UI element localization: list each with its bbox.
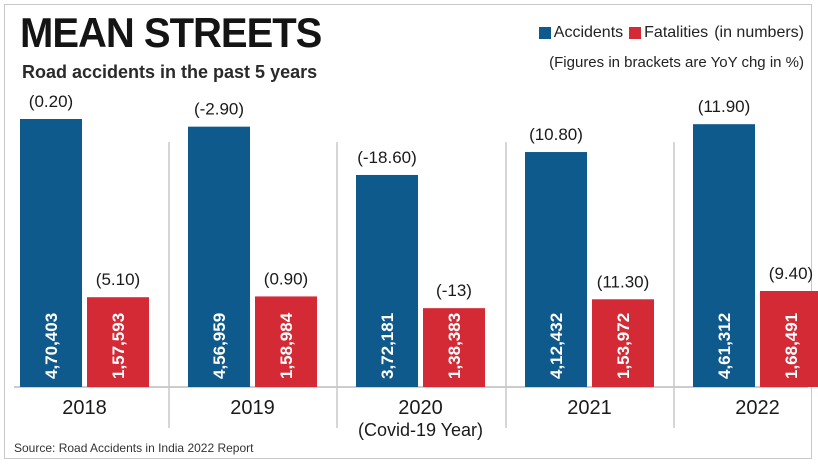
- legend-item-accidents: Accidents: [538, 24, 624, 42]
- value-label-fatalities-2019: 1,58,984: [277, 312, 296, 379]
- change-label-fatalities-2021: (11.30): [597, 272, 650, 291]
- change-label-fatalities-2019: (0.90): [264, 269, 308, 288]
- change-label-fatalities-2020: (-13): [436, 281, 472, 300]
- change-label-fatalities-2018: (5.10): [96, 270, 140, 289]
- legend-note: (Figures in brackets are YoY chg in %): [549, 54, 804, 71]
- value-label-accidents-2022: 4,61,312: [715, 313, 734, 379]
- change-label-accidents-2019: (-2.90): [194, 100, 244, 119]
- bar-accidents-2022: [693, 124, 755, 388]
- chart-subtitle: Road accidents in the past 5 years: [22, 62, 318, 82]
- legend-label-fatalities: Fatalities: [644, 24, 709, 41]
- bar-accidents-2019: [188, 126, 250, 388]
- bar-accidents-2018: [20, 119, 82, 387]
- value-label-accidents-2020: 3,72,181: [378, 313, 397, 379]
- category-label-2018: 2018: [62, 397, 107, 419]
- value-label-fatalities-2021: 1,53,972: [614, 313, 633, 379]
- source-note: Source: Road Accidents in India 2022 Rep…: [14, 441, 254, 455]
- value-label-fatalities-2018: 1,57,593: [109, 313, 128, 379]
- value-label-accidents-2018: 4,70,403: [42, 313, 61, 379]
- value-label-fatalities-2020: 1,38,383: [445, 313, 464, 379]
- category-label-2019: 2019: [230, 397, 275, 419]
- value-label-accidents-2019: 4,56,959: [210, 313, 229, 379]
- legend-item-fatalities: Fatalities: [629, 24, 708, 42]
- change-label-accidents-2021: (10.80): [529, 125, 583, 144]
- bar-fatalities-2021: [592, 299, 654, 387]
- value-label-fatalities-2022: 1,68,491: [782, 313, 801, 379]
- change-label-accidents-2018: (0.20): [29, 92, 73, 111]
- category-label-2021: 2021: [567, 397, 612, 419]
- category-note-2020: (Covid-19 Year): [358, 420, 483, 440]
- legend-label-accidents: Accidents: [553, 24, 624, 41]
- bar-fatalities-2022: [760, 291, 818, 387]
- value-label-accidents-2021: 4,12,432: [547, 313, 566, 379]
- legend-swatch-accidents: [538, 27, 551, 39]
- chart-title: MEAN STREETS: [20, 10, 322, 57]
- legend: Accidents Fatalities (in numbers): [538, 24, 804, 42]
- legend-swatch-fatalities: [629, 27, 642, 39]
- bar-fatalities-2020: [423, 308, 485, 387]
- bar-fatalities-2018: [87, 297, 149, 387]
- change-label-fatalities-2022: (9.40): [769, 264, 813, 283]
- legend-units: (in numbers): [714, 24, 804, 41]
- category-label-2020: 2020: [398, 397, 443, 419]
- category-label-2022: 2022: [735, 397, 780, 419]
- change-label-accidents-2020: (-18.60): [357, 148, 417, 167]
- change-label-accidents-2022: (11.90): [698, 97, 751, 116]
- bar-accidents-2020: [356, 174, 418, 387]
- bar-accidents-2021: [525, 152, 587, 387]
- bar-fatalities-2019: [255, 296, 317, 387]
